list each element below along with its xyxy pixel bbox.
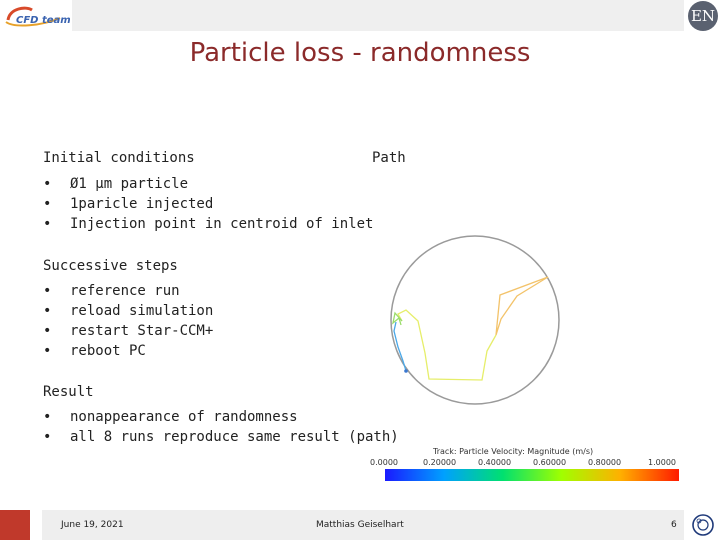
logo-text: CFD team — [16, 15, 70, 26]
page-number: 6 — [671, 520, 677, 530]
result-heading: Result — [43, 384, 94, 400]
legend-tick: 0.80000 — [588, 458, 621, 467]
list-item: nonappearance of randomness — [43, 407, 399, 427]
legend-tick: 0.40000 — [478, 458, 511, 467]
legend-tick: 1.0000 — [648, 458, 676, 467]
velocity-colorbar — [385, 469, 679, 481]
legend-tick: 0.0000 — [370, 458, 398, 467]
initial-conditions-heading: Initial conditions — [43, 150, 195, 166]
slide-title: Particle loss - randomness — [189, 38, 531, 68]
cfd-team-logo: CFD team — [5, 6, 70, 27]
footer-accent — [0, 510, 30, 540]
successive-steps-list: reference run reload simulation restart … — [43, 281, 213, 361]
result-list: nonappearance of randomness all 8 runs r… — [43, 407, 399, 447]
list-item: 1paricle injected — [43, 194, 373, 214]
particle-track-blue — [393, 321, 407, 372]
cern-logo-icon — [692, 514, 714, 536]
particle-endpoint — [404, 369, 408, 373]
list-item: all 8 runs reproduce same result (path) — [43, 427, 399, 447]
successive-steps-heading: Successive steps — [43, 258, 178, 274]
particle-path-figure: Track: Particle Velocity: Magnitude (m/s… — [370, 235, 679, 481]
list-item: reference run — [43, 281, 213, 301]
legend-tick: 0.60000 — [533, 458, 566, 467]
header-bar: CFD team EN — [0, 0, 720, 31]
footer: June 19, 2021 Matthias Geiselhart 6 — [0, 510, 720, 540]
legend-tick: 0.20000 — [423, 458, 456, 467]
list-item: restart Star-CCM+ — [43, 321, 213, 341]
particle-track-green — [392, 311, 403, 326]
header-band — [72, 0, 684, 31]
legend-title: Track: Particle Velocity: Magnitude (m/s… — [432, 447, 593, 456]
list-item: reboot PC — [43, 341, 213, 361]
footer-date: June 19, 2021 — [61, 520, 124, 530]
initial-conditions-list: Ø1 µm particle 1paricle injected Injecti… — [43, 174, 373, 234]
footer-author: Matthias Geiselhart — [316, 520, 404, 530]
pipe-outline — [390, 235, 560, 405]
path-heading: Path — [372, 150, 406, 166]
list-item: reload simulation — [43, 301, 213, 321]
particle-track-yellow — [397, 309, 497, 381]
list-item: Injection point in centroid of inlet — [43, 214, 373, 234]
en-department-logo: EN — [688, 1, 718, 31]
particle-track-warm — [495, 276, 549, 336]
footer-bar — [42, 510, 684, 540]
list-item: Ø1 µm particle — [43, 174, 373, 194]
